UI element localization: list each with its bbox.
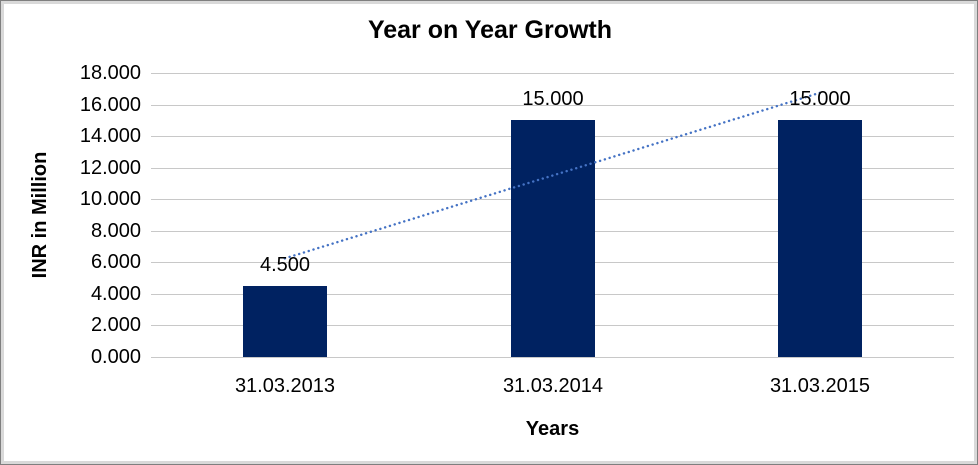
bar-31.03.2013 (243, 286, 327, 357)
x-axis-title: Years (525, 418, 580, 440)
x-tick-label: 31.03.2014 (502, 375, 604, 397)
chart-title: Year on Year Growth (367, 16, 613, 44)
bar-31.03.2014 (511, 120, 595, 357)
y-tick-label: 6.000 (90, 251, 141, 273)
y-tick-label: 16.000 (79, 94, 141, 116)
trendline (283, 91, 822, 260)
bar-31.03.2015 (778, 120, 862, 357)
y-tick-label: 0.000 (90, 346, 141, 368)
y-tick-label: 14.000 (79, 125, 141, 147)
gridline (151, 105, 954, 106)
gridline (151, 73, 954, 74)
x-tick-label: 31.03.2015 (769, 375, 871, 397)
gridline (151, 357, 954, 358)
y-tick-label: 12.000 (79, 157, 141, 179)
y-tick-label: 18.000 (79, 62, 141, 84)
data-label: 4.500 (259, 254, 311, 276)
y-tick-label: 8.000 (90, 220, 141, 242)
data-label: 15.000 (789, 88, 851, 110)
data-label: 15.000 (522, 88, 584, 110)
y-tick-label: 10.000 (79, 188, 141, 210)
x-tick-label: 31.03.2013 (234, 375, 336, 397)
y-tick-label: 2.000 (90, 314, 141, 336)
y-tick-label: 4.000 (90, 283, 141, 305)
